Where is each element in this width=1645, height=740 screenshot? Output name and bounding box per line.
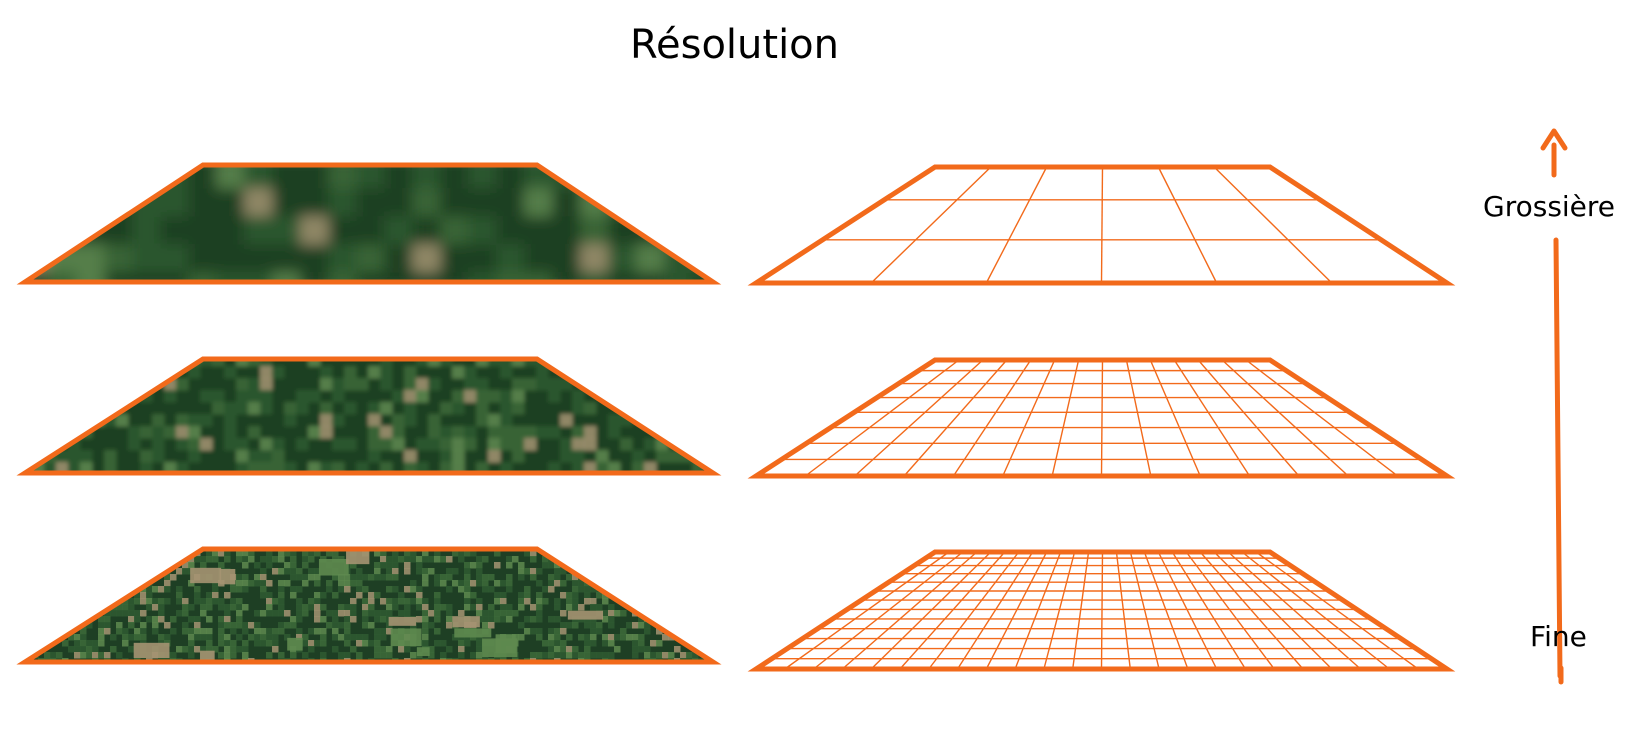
scale-label-fine: Fine <box>1530 620 1587 653</box>
grid-layer-fine <box>747 549 1456 672</box>
satellite-layer-frame <box>16 356 722 476</box>
diagram-title: Résolution <box>630 22 840 68</box>
grid-layer-frame <box>747 549 1456 672</box>
satellite-layer-coarse <box>16 162 722 285</box>
satellite-layer-frame <box>16 546 722 665</box>
arrow-up-icon <box>1540 128 1568 151</box>
grid-layer-frame <box>747 357 1456 479</box>
satellite-layer-fine <box>16 546 722 665</box>
satellite-layer-frame <box>16 162 722 285</box>
grid-layer-medium <box>747 357 1456 479</box>
grid-column <box>747 164 1456 672</box>
grid-layer-frame <box>747 164 1456 286</box>
satellite-imagery-column <box>16 162 722 665</box>
resolution-scale-arrow <box>1540 128 1568 685</box>
scale-label-coarse: Grossière <box>1483 190 1616 223</box>
satellite-layer-medium <box>16 356 722 476</box>
scale-arrow-shaft <box>1553 237 1563 679</box>
grid-layer-coarse <box>747 164 1456 286</box>
